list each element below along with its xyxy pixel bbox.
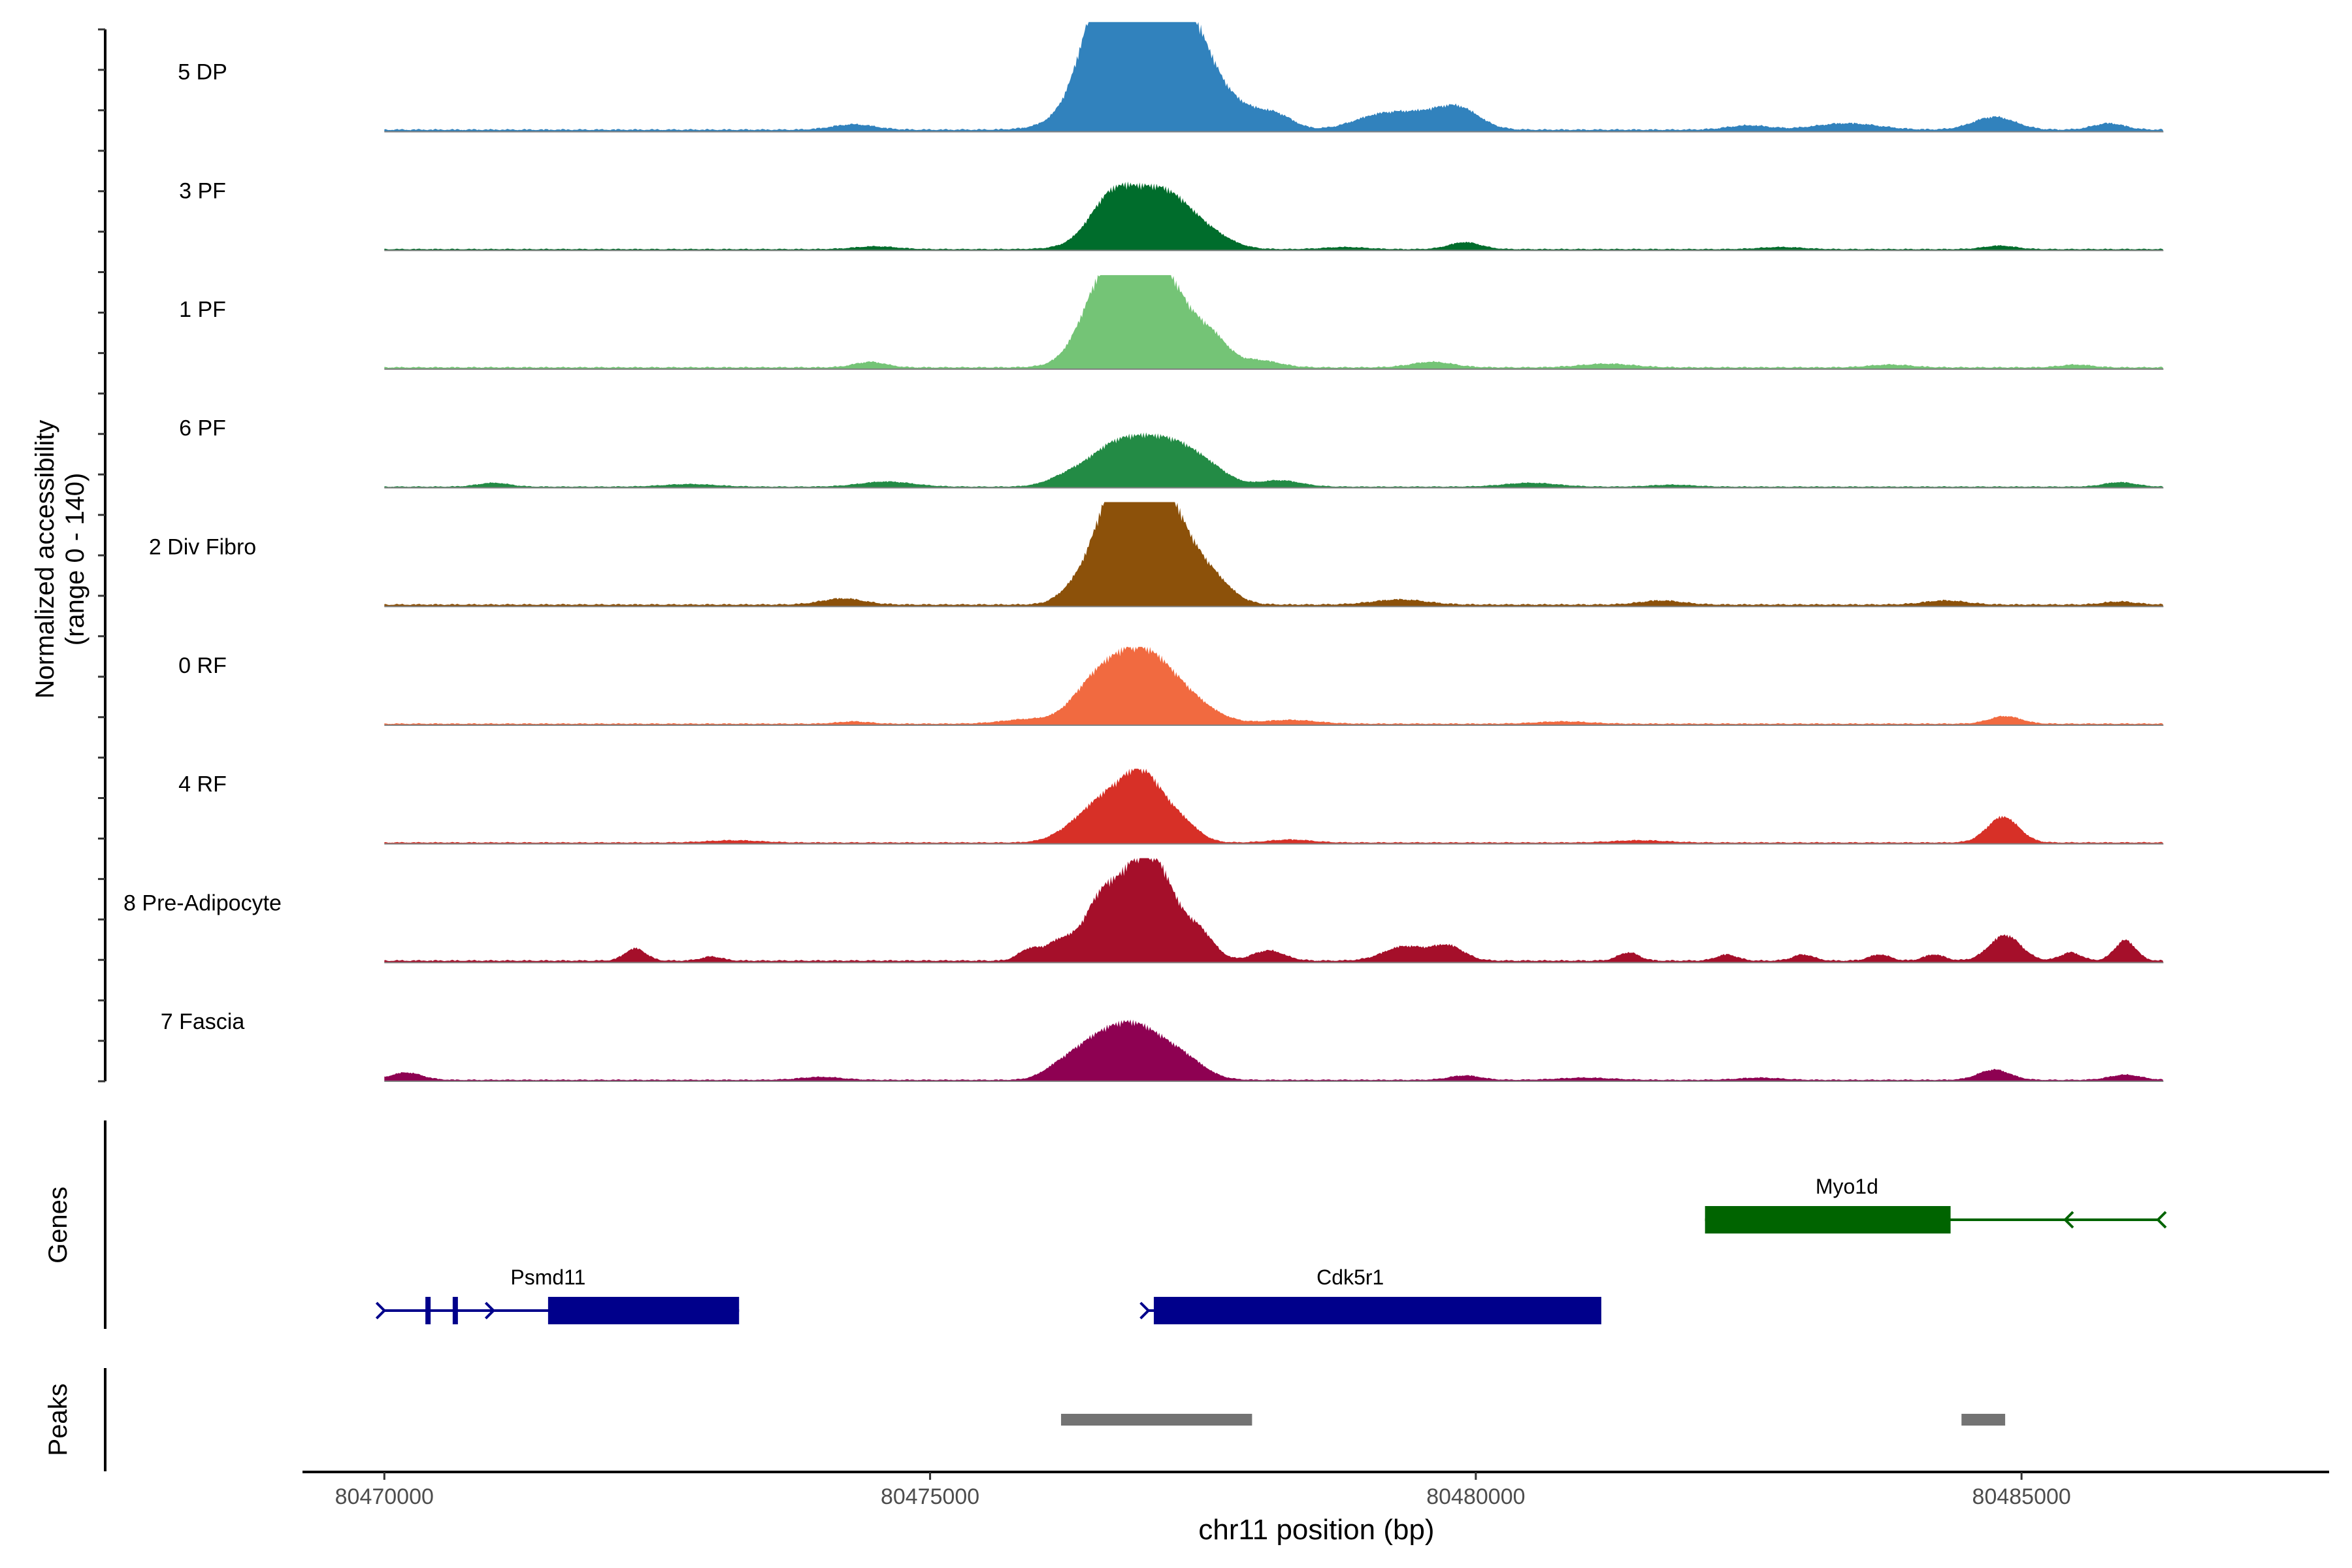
gene-myo1d: Myo1d	[1705, 1175, 2167, 1233]
track-label: 6 PF	[179, 416, 226, 441]
track-label: 5 DP	[178, 60, 227, 85]
peaks-panel-label: Peaks	[44, 1383, 73, 1456]
track-label: 4 RF	[178, 772, 227, 797]
gene-psmd11: Psmd11	[375, 1266, 740, 1324]
track-coverage-area	[384, 432, 2164, 488]
track-1: 3 PF	[179, 178, 2164, 252]
track-label: 7 Fascia	[161, 1009, 245, 1034]
x-axis-title: chr11 position (bp)	[1198, 1514, 1434, 1546]
track-2: 1 PF	[179, 275, 2164, 370]
track-label: 8 Pre-Adipocyte	[123, 890, 282, 915]
x-axis-tick-label: 80475000	[881, 1484, 979, 1509]
gene-strand-arrow	[1139, 1301, 1151, 1320]
genes-panel-label: Genes	[44, 1186, 73, 1264]
track-5: 0 RF	[178, 647, 2164, 726]
gene-cds-block	[547, 1297, 740, 1324]
track-coverage-area	[384, 858, 2164, 963]
peak-regions	[1061, 1414, 2006, 1426]
coverage-y-axis	[98, 28, 106, 1083]
coverage-tracks: 5 DP 3 PF 1 PF 6 PF 2 Div Fibro 0 RF 4 RF 8 Pre…	[123, 22, 2164, 1082]
x-axis-tick-label: 80470000	[335, 1484, 434, 1509]
track-coverage-area	[384, 647, 2164, 725]
track-8: 7 Fascia	[161, 1009, 2164, 1082]
track-3: 6 PF	[179, 416, 2164, 489]
track-label: 1 PF	[179, 297, 226, 322]
track-coverage-area	[384, 502, 2164, 607]
gene-strand-arrow	[2063, 1211, 2074, 1229]
track-6: 4 RF	[178, 768, 2164, 845]
gene-cds-block	[1154, 1297, 1601, 1324]
gene-strand-arrow	[375, 1301, 387, 1320]
track-7: 8 Pre-Adipocyte	[123, 858, 2164, 964]
peak-region	[1061, 1414, 1252, 1426]
gene-cdk5r1: Cdk5r1	[1139, 1266, 1601, 1324]
gene-label: Cdk5r1	[1316, 1266, 1384, 1289]
gene-strand-arrow	[2156, 1211, 2167, 1229]
y-axis-subtitle: (range 0 - 140)	[61, 473, 90, 646]
gene-label: Psmd11	[510, 1266, 585, 1289]
gene-strand-arrow	[484, 1301, 496, 1320]
gene-cds-block	[1705, 1206, 1951, 1233]
track-coverage-area	[384, 768, 2164, 844]
track-0: 5 DP	[178, 22, 2164, 133]
x-axis: 80470000 80475000 80480000 80485000	[302, 1471, 2329, 1509]
gene-exon	[425, 1297, 431, 1324]
track-label: 2 Div Fibro	[149, 534, 256, 559]
y-axis-title: Normalized accessibility	[31, 420, 59, 699]
gene-annotations: Myo1d Psmd11 Cdk5r1	[375, 1175, 2167, 1324]
peak-region	[1961, 1414, 2006, 1426]
track-coverage-area	[384, 22, 2164, 132]
x-axis-tick-label: 80480000	[1426, 1484, 1525, 1509]
track-coverage-area	[384, 181, 2164, 251]
track-label: 0 RF	[178, 653, 227, 678]
track-4: 2 Div Fibro	[149, 502, 2164, 608]
track-label: 3 PF	[179, 178, 226, 203]
x-axis-tick-label: 80485000	[1972, 1484, 2071, 1509]
track-coverage-area	[384, 1019, 2164, 1081]
gene-exon	[452, 1297, 458, 1324]
track-coverage-area	[384, 275, 2164, 369]
gene-label: Myo1d	[1816, 1175, 1878, 1198]
